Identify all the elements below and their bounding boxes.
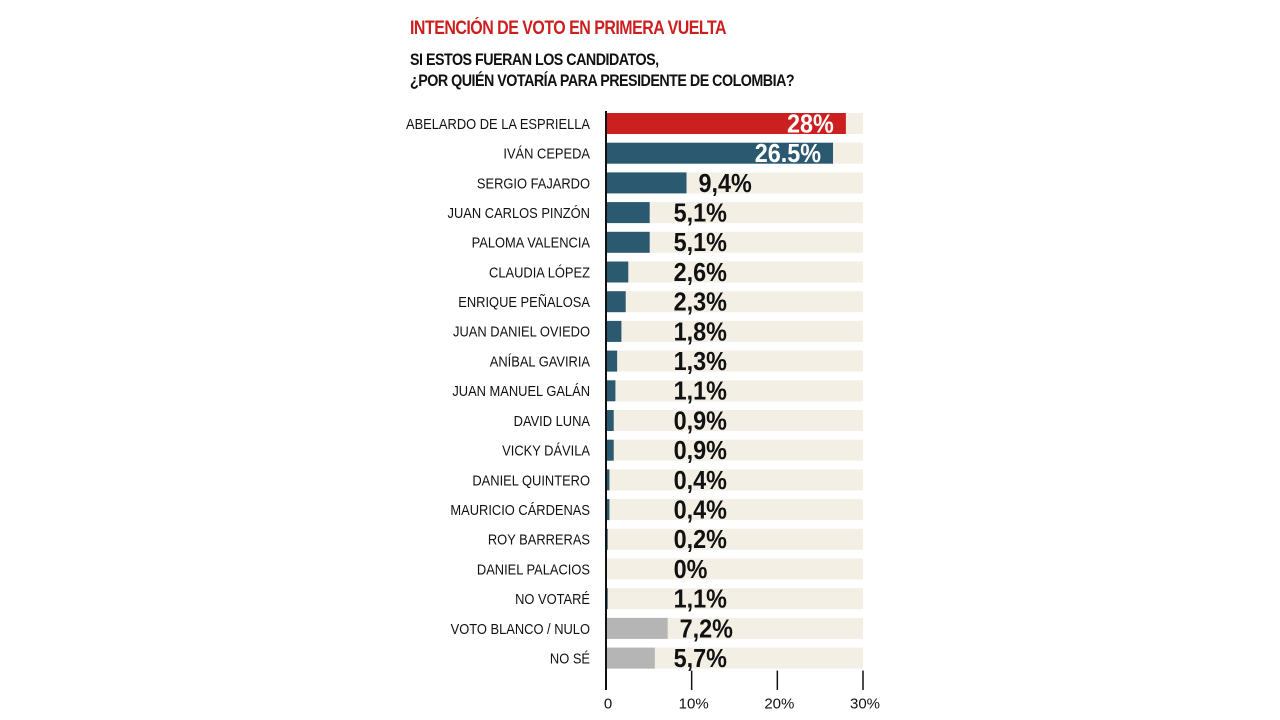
value-label: 1,3%	[674, 348, 727, 376]
category-label: ROY BARRERAS	[488, 531, 590, 548]
chart-title-line-2: ¿POR QUIÉN VOTARÍA PARA PRESIDENTE DE CO…	[410, 71, 795, 90]
category-label: NO VOTARÉ	[515, 590, 590, 607]
bar	[606, 202, 650, 224]
bar-track	[606, 350, 863, 372]
value-label: 26.5%	[755, 140, 821, 168]
bar	[606, 142, 834, 164]
value-label: 5,1%	[674, 229, 727, 257]
category-label: SERGIO FAJARDO	[477, 174, 590, 191]
bar	[606, 499, 610, 521]
category-label: NO SÉ	[550, 650, 590, 667]
bar	[606, 469, 610, 491]
category-label: VICKY DÁVILA	[502, 442, 590, 459]
value-label: 9,4%	[699, 170, 752, 198]
value-label: 2,3%	[674, 289, 727, 317]
category-label: DANIEL QUINTERO	[472, 471, 590, 488]
bar-track	[606, 439, 863, 461]
value-label: 7,2%	[680, 615, 733, 643]
value-label: 5,7%	[674, 645, 727, 673]
category-label: DANIEL PALACIOS	[477, 560, 590, 577]
chart-kicker: INTENCIÓN DE VOTO EN PRIMERA VUELTA	[410, 18, 727, 39]
bar	[606, 380, 616, 402]
category-label: CLAUDIA LÓPEZ	[489, 263, 590, 280]
value-label: 0,4%	[674, 467, 727, 495]
bar-track	[606, 410, 863, 431]
bar-track	[606, 231, 863, 253]
bar-track	[606, 588, 863, 610]
value-label: 0,4%	[674, 496, 727, 524]
bar	[606, 113, 846, 134]
category-label: ABELARDO DE LA ESPRIELLA	[406, 115, 591, 132]
bar	[606, 172, 687, 194]
value-label: 1,1%	[674, 586, 727, 614]
tick-label: 0	[604, 696, 612, 713]
bar-track	[606, 320, 863, 342]
category-label: ANÍBAL GAVIRIA	[490, 353, 591, 370]
value-label: 1,1%	[674, 378, 727, 406]
bar	[606, 617, 668, 639]
value-label: 28%	[787, 110, 834, 138]
value-label: 1,8%	[674, 318, 727, 346]
category-label: MAURICIO CÁRDENAS	[450, 501, 590, 518]
category-label: IVÁN CEPEDA	[503, 145, 590, 162]
bar-track	[606, 499, 863, 521]
value-label: 0%	[674, 556, 708, 584]
bar	[606, 647, 655, 669]
category-label: DAVID LUNA	[514, 412, 591, 429]
value-label: 0,9%	[674, 437, 727, 465]
value-label: 2,6%	[674, 259, 727, 287]
value-label: 5,1%	[674, 199, 727, 227]
bar-track	[606, 469, 863, 491]
bar	[606, 439, 614, 461]
bar	[606, 231, 650, 253]
bar-track	[606, 528, 863, 550]
bar	[606, 291, 626, 313]
category-label: JUAN CARLOS PINZÓN	[448, 204, 590, 221]
category-label: JUAN DANIEL OVIEDO	[453, 323, 590, 340]
bar-track	[606, 202, 863, 224]
bar	[606, 320, 622, 342]
bar	[606, 350, 618, 372]
value-label: 0,2%	[674, 526, 727, 554]
chart-title-line-1: SI ESTOS FUERAN LOS CANDIDATOS,	[410, 50, 659, 69]
value-label: 0,9%	[674, 407, 727, 435]
category-label: ENRIQUE PEÑALOSA	[458, 293, 590, 310]
bar	[606, 410, 614, 431]
category-label: PALOMA VALENCIA	[472, 234, 591, 251]
bar-track	[606, 647, 863, 669]
bar-track	[606, 380, 863, 402]
tick-label: 10%	[679, 696, 709, 713]
bar-track	[606, 558, 863, 580]
bar	[606, 261, 629, 283]
category-label: VOTO BLANCO / NULO	[451, 620, 590, 637]
bar-track	[606, 291, 863, 313]
category-label: JUAN MANUEL GALÁN	[452, 382, 590, 399]
tick-label: 20%	[764, 696, 794, 713]
tick-label: 30%	[850, 696, 880, 713]
bar-track	[606, 617, 863, 639]
bar-track	[606, 261, 863, 283]
